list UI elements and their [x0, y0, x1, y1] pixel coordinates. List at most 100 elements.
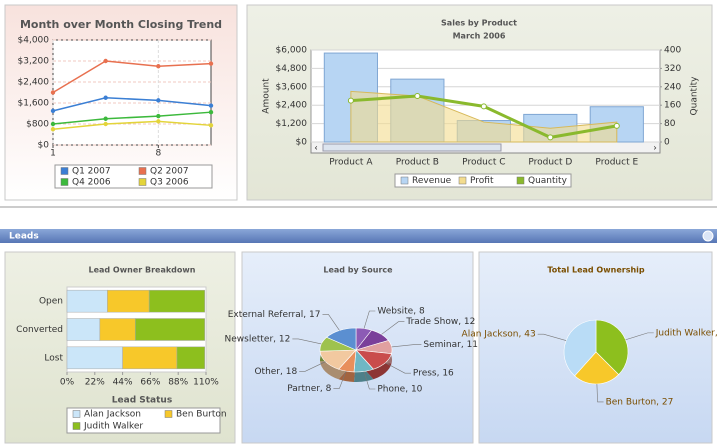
chart-title: Sales by Product — [441, 19, 517, 28]
x-tick-label: Product A — [329, 158, 373, 168]
leader-line — [537, 333, 567, 341]
legend-box — [66, 407, 221, 434]
x-tick-label: 1 — [50, 149, 56, 159]
data-label: Judith Walker, 42 — [655, 328, 717, 338]
pie-slice — [595, 319, 629, 376]
legend-swatch — [72, 422, 81, 430]
data-point — [156, 119, 161, 124]
data-point — [50, 90, 56, 95]
data-point — [50, 108, 56, 114]
x-tick-label: 44% — [113, 378, 133, 388]
series-line — [52, 60, 212, 94]
y-tick-label: $0 — [296, 138, 308, 148]
y-tick-label: Lost — [44, 353, 63, 363]
leader-line — [385, 362, 411, 374]
bar-segment — [66, 289, 108, 313]
legend-swatch — [138, 178, 147, 186]
leader-line — [363, 371, 376, 390]
data-label: Ben Burton, 27 — [606, 397, 674, 407]
y-tick-label: $1,200 — [276, 119, 308, 129]
data-point — [50, 127, 56, 132]
y-tick-label: $1,600 — [18, 99, 50, 109]
data-label: Seminar, 11 — [423, 340, 478, 350]
chart-title: Lead Owner Breakdown — [89, 266, 196, 275]
y2-tick-label: 80 — [664, 119, 676, 129]
x-tick-label: Product B — [396, 158, 439, 168]
y-tick-label: $3,600 — [276, 82, 308, 92]
scroll-left[interactable]: ‹ — [314, 144, 318, 154]
legend-label: Q1 2007 — [72, 167, 111, 177]
legend-swatch — [60, 178, 69, 186]
data-point — [208, 123, 214, 128]
x-tick-label: 22% — [85, 378, 105, 388]
leader-line — [363, 310, 376, 329]
data-point — [347, 97, 354, 104]
pie-slice — [563, 319, 597, 377]
x-tick-label: 8 — [155, 149, 161, 159]
data-point — [480, 103, 487, 110]
leader-line — [322, 314, 340, 331]
data-point — [156, 64, 161, 69]
collapse-button[interactable] — [702, 230, 714, 242]
axis-title: Lead Status — [112, 396, 172, 406]
bar-segment — [66, 318, 101, 341]
area — [350, 90, 618, 143]
legend-label: Ben Burton — [176, 410, 227, 420]
data-point — [50, 121, 56, 127]
data-label: Website, 8 — [377, 307, 425, 317]
pie-slice — [574, 351, 620, 385]
data-point — [103, 116, 108, 121]
bar-segment — [134, 318, 205, 341]
bar-segment — [148, 289, 205, 313]
bar-segment — [107, 289, 150, 313]
data-label: Press, 16 — [413, 369, 454, 379]
pie-slice — [326, 327, 357, 351]
x-tick-label: Product D — [528, 158, 572, 168]
data-point — [103, 95, 108, 100]
leader-line — [625, 332, 654, 341]
scroll-thumb[interactable] — [322, 143, 502, 152]
y-tick-label: $800 — [26, 120, 49, 130]
y-tick-label: $6,000 — [276, 46, 308, 56]
y-tick-label: $4,800 — [276, 64, 308, 74]
y-tick-label: $3,200 — [18, 57, 50, 67]
data-point — [103, 58, 108, 64]
y-axis-title: Amount — [262, 78, 272, 114]
y2-tick-label: 160 — [664, 101, 681, 111]
x-tick-label: Product C — [462, 158, 505, 168]
bar-segment — [99, 318, 136, 341]
data-label: Alan Jackson, 43 — [462, 330, 536, 340]
y-tick-label: $0 — [38, 141, 50, 151]
leader-line — [381, 321, 405, 335]
y-tick-label: Open — [39, 297, 63, 307]
data-point — [156, 113, 161, 119]
legend-box — [54, 164, 213, 189]
chart-title: Total Lead Ownership — [547, 266, 645, 275]
data-label: External Referral, 17 — [228, 310, 321, 320]
data-label: Partner, 8 — [287, 384, 331, 394]
legend-swatch — [516, 176, 525, 185]
leader-line — [596, 383, 604, 403]
scroll-right[interactable]: › — [653, 144, 657, 154]
series-line — [52, 111, 212, 125]
data-label: Phone, 10 — [377, 384, 422, 394]
legend-swatch — [138, 167, 147, 175]
x-tick-label: Product E — [595, 158, 638, 168]
y2-tick-label: 400 — [664, 46, 681, 56]
y2-tick-label: 320 — [664, 64, 681, 74]
data-label: Trade Show, 12 — [405, 317, 475, 327]
legend-swatch — [458, 176, 467, 185]
legend-label: Quantity — [528, 176, 568, 186]
chart-title: Month over Month Closing Trend — [20, 18, 222, 31]
data-point — [414, 93, 421, 99]
legend-label: Q3 2006 — [150, 178, 189, 188]
data-point — [208, 103, 214, 108]
bar-segment — [66, 346, 123, 370]
chart-subtitle: March 2006 — [453, 32, 506, 41]
legend-swatch — [164, 410, 173, 418]
series-line — [52, 96, 212, 112]
data-point — [547, 134, 554, 141]
y-tick-label: $4,000 — [18, 36, 50, 46]
legend-label: Profit — [470, 176, 494, 186]
